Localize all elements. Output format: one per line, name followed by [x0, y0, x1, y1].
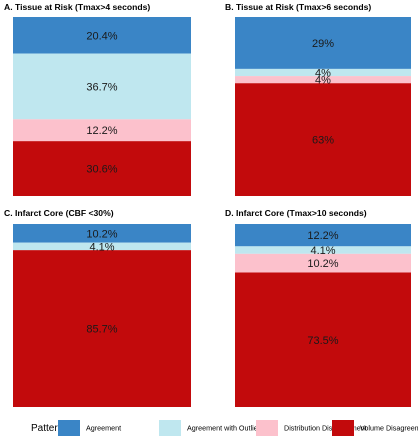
- legend-label: Agreement: [86, 424, 121, 433]
- chart-panel-a: A. Tissue at Risk (Tmax>4 seconds) 20.4% 3…: [4, 2, 191, 196]
- legend-label: Distribution Disagreement: [284, 424, 367, 433]
- legend-swatch: [58, 420, 80, 436]
- bar-segment-3: [235, 272, 411, 407]
- data-label: 30.6%: [86, 164, 117, 176]
- panel-title: C. Infarct Core (CBF <30%): [4, 208, 114, 218]
- legend-label: Agreement with Outliers: [187, 424, 264, 433]
- data-label: 10.2%: [307, 258, 338, 270]
- legend-label: Volume Disagreement: [360, 424, 418, 433]
- bar-segment-3: [13, 250, 191, 407]
- chart-panel-d: D. Infarct Core (Tmax>10 seconds) 12.2% 4.…: [225, 208, 411, 407]
- chart-panel-c: C. Infarct Core (CBF <30%) 10.2%4.1% 85.7%: [4, 208, 191, 407]
- data-label: 73.5%: [307, 335, 338, 347]
- data-label: 4%: [315, 67, 331, 79]
- chart-panel-b: B. Tissue at Risk (Tmax>6 seconds) 29% 4%4…: [225, 2, 411, 196]
- data-label: 63%: [312, 135, 334, 147]
- panel-title: B. Tissue at Risk (Tmax>6 seconds): [225, 2, 371, 12]
- panel-title: A. Tissue at Risk (Tmax>4 seconds): [4, 2, 150, 12]
- bar-segment-2: [13, 119, 191, 142]
- bar-segment-0: [235, 224, 411, 247]
- bar-segment-0: [13, 17, 191, 54]
- data-label: 12.2%: [307, 230, 338, 242]
- bar-segment-1: [235, 68, 411, 77]
- legend-title: Patterns:: [31, 423, 71, 434]
- bar-segment-3: [235, 83, 411, 196]
- bar-segment-1: [13, 242, 191, 251]
- data-label: 20.4%: [86, 30, 117, 42]
- bar-segment-1: [13, 53, 191, 120]
- data-label: 85.7%: [86, 324, 117, 336]
- legend-swatch: [256, 420, 278, 436]
- legend-swatch: [332, 420, 354, 436]
- data-label: 29%: [312, 38, 334, 50]
- data-label: 4%: [315, 75, 331, 87]
- data-label: 4.1%: [89, 241, 114, 253]
- data-label: 36.7%: [86, 81, 117, 93]
- data-label: 4.1%: [310, 245, 335, 257]
- bar-segment-3: [13, 141, 191, 196]
- data-label: 12.2%: [86, 125, 117, 137]
- legend: Patterns: Agreement Agreement with Outlie…: [31, 420, 418, 436]
- bar-segment-1: [235, 246, 411, 254]
- bar-segment-2: [235, 253, 411, 273]
- legend-swatch: [159, 420, 181, 436]
- panel-title: D. Infarct Core (Tmax>10 seconds): [225, 208, 367, 218]
- bar-segment-2: [235, 76, 411, 84]
- data-label: 10.2%: [86, 228, 117, 240]
- bar-segment-0: [13, 224, 191, 243]
- bar-segment-0: [235, 17, 411, 69]
